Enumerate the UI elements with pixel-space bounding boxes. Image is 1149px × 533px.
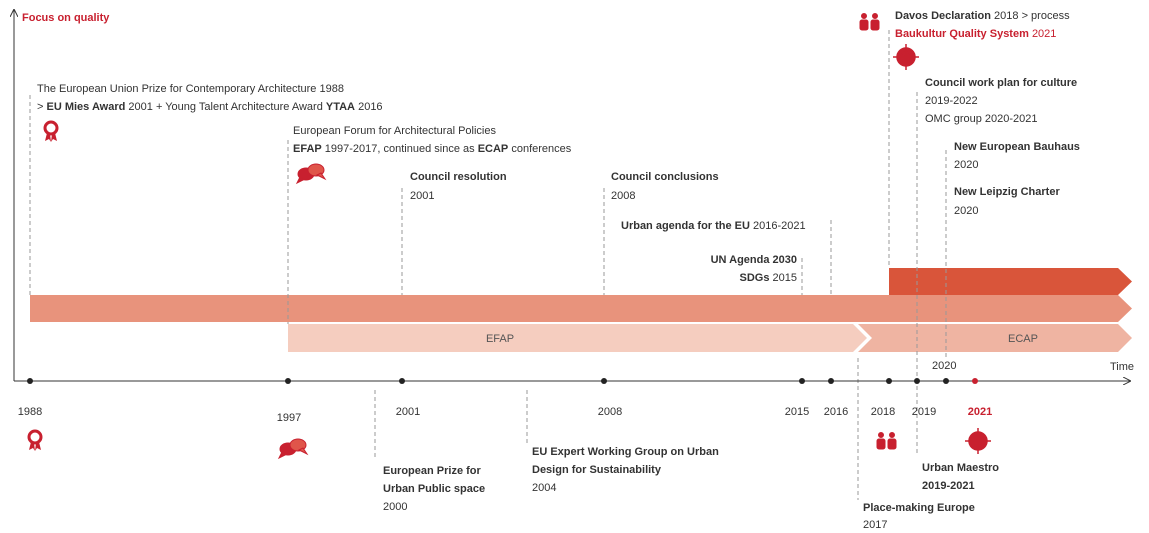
year-dot bbox=[914, 378, 920, 384]
year-dot bbox=[27, 378, 33, 384]
year-label: 2018 bbox=[871, 406, 895, 418]
event-title: Urban Public space bbox=[383, 483, 485, 495]
event-year: 2020 bbox=[954, 159, 978, 171]
event-text: European Forum for Architectural Policie… bbox=[293, 125, 496, 137]
award-icon bbox=[27, 429, 43, 451]
event-year: 2008 bbox=[611, 190, 635, 202]
event-text: SDGs 2015 bbox=[739, 272, 797, 284]
event-text: OMC group 2020-2021 bbox=[925, 113, 1038, 125]
event-title: Design for Sustainability bbox=[532, 464, 662, 476]
axis-title: Focus on quality bbox=[22, 12, 110, 24]
event-title: UN Agenda 2030 bbox=[711, 254, 797, 266]
event-title: Council conclusions bbox=[611, 171, 719, 183]
event-title: New Leipzig Charter bbox=[954, 186, 1060, 198]
year-dot bbox=[799, 378, 805, 384]
event-text: The European Union Prize for Contemporar… bbox=[37, 83, 344, 95]
baukultur-band bbox=[889, 268, 1132, 295]
target-icon bbox=[893, 44, 919, 70]
time-label: Time bbox=[1110, 361, 1134, 373]
event-title: Council work plan for culture bbox=[925, 77, 1077, 89]
people-icon bbox=[876, 432, 897, 450]
award-icon bbox=[43, 120, 59, 142]
event-year: 2017 bbox=[863, 519, 887, 531]
year-dot bbox=[601, 378, 607, 384]
people-icon bbox=[859, 13, 880, 31]
event-title: Place-making Europe bbox=[863, 502, 975, 514]
year-dot bbox=[828, 378, 834, 384]
year-label: 2008 bbox=[598, 406, 622, 418]
event-title: Council resolution bbox=[410, 171, 507, 183]
event-text: Baukultur Quality System 2021 bbox=[895, 28, 1056, 40]
event-title: 2019-2021 bbox=[922, 480, 975, 492]
target-icon bbox=[965, 428, 991, 454]
forum-icon bbox=[295, 163, 327, 185]
event-text: EFAP 1997-2017, continued since as ECAP … bbox=[293, 143, 572, 155]
band-label: EFAP bbox=[486, 333, 514, 345]
event-year: 2020 bbox=[954, 205, 978, 217]
year-label: 2020 bbox=[932, 360, 956, 372]
event-title: European Prize for bbox=[383, 465, 482, 477]
event-year: 2001 bbox=[410, 190, 434, 202]
year-label: 1988 bbox=[18, 406, 42, 418]
year-label: 2001 bbox=[396, 406, 420, 418]
event-title: EU Expert Working Group on Urban bbox=[532, 446, 719, 458]
event-title: Urban Maestro bbox=[922, 462, 999, 474]
year-label: 2021 bbox=[968, 406, 992, 418]
quality-band bbox=[30, 295, 1132, 322]
year-dot bbox=[972, 378, 978, 384]
year-dot bbox=[943, 378, 949, 384]
year-dot bbox=[399, 378, 405, 384]
year-label: 2019 bbox=[912, 406, 936, 418]
event-text: > EU Mies Award 2001 + Young Talent Arch… bbox=[37, 101, 383, 113]
event-text: Urban agenda for the EU 2016-2021 bbox=[621, 220, 806, 232]
event-text: Davos Declaration 2018 > process bbox=[895, 10, 1070, 22]
year-label: 2015 bbox=[785, 406, 809, 418]
year-label: 1997 bbox=[277, 412, 301, 424]
event-title: New European Bauhaus bbox=[954, 141, 1080, 153]
year-label: 2016 bbox=[824, 406, 848, 418]
year-dot bbox=[886, 378, 892, 384]
forum-icon bbox=[277, 438, 309, 460]
efap-band bbox=[288, 324, 867, 352]
event-year: 2004 bbox=[532, 482, 556, 494]
year-dot bbox=[285, 378, 291, 384]
event-year: 2019-2022 bbox=[925, 95, 978, 107]
years: 1988 1997 2001 2008 2015 2016 2018 2019 2021 bbox=[18, 378, 992, 424]
connectors bbox=[29, 30, 947, 500]
event-year: 2000 bbox=[383, 501, 407, 513]
band-label: ECAP bbox=[1008, 333, 1038, 345]
ecap-band bbox=[858, 324, 1132, 352]
